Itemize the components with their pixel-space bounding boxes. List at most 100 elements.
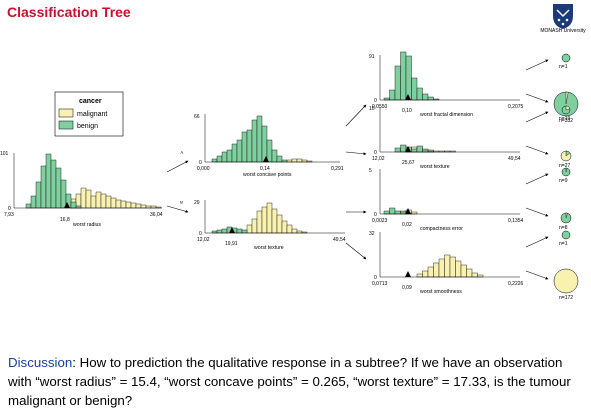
leaf-count-label: n=1 xyxy=(559,241,568,247)
node-right-xmin: 12,02 xyxy=(197,237,210,243)
leaf-ymin: 0 xyxy=(374,98,377,104)
histogram-bar-benign xyxy=(211,158,218,163)
legend-title: cancer xyxy=(79,98,102,105)
root-node-histogram: 101 0 7,93 36,04 16,8 worst radius xyxy=(0,151,163,228)
leaf-split-value: 0,09 xyxy=(402,285,412,291)
leaf-xmax: 0,2226 xyxy=(508,281,524,287)
histogram-bar-malignant xyxy=(130,202,137,209)
root-xmin: 7,93 xyxy=(4,212,14,218)
leaf-xmin: 12,02 xyxy=(372,156,385,162)
histogram-bar-benign xyxy=(411,77,418,101)
node-right-ymin: 0 xyxy=(199,231,202,237)
histogram-bar-malignant xyxy=(281,220,288,234)
histogram-bar-malignant xyxy=(444,254,451,278)
histogram-bar-malignant xyxy=(246,224,253,234)
leaf-pie xyxy=(561,230,571,240)
histogram-bar-malignant xyxy=(286,224,293,234)
histogram-bar-benign xyxy=(231,143,238,163)
histogram-bar-malignant xyxy=(411,211,418,215)
histogram-bar-benign xyxy=(70,201,77,209)
leaf-split-marker xyxy=(405,271,411,277)
leaf-node-histogram: 10 012,02 49,54 25,67 worst texture n=19 n=27 xyxy=(369,105,572,170)
leaf-xmin: 0,0713 xyxy=(372,281,388,287)
histogram-bar-benign xyxy=(400,51,407,101)
leaf-pie-slice xyxy=(565,150,571,157)
histogram-bar-malignant xyxy=(422,270,429,278)
leaf-split-marker xyxy=(405,208,411,214)
node-left-ymin: 0 xyxy=(199,160,202,166)
node-worst-texture: ≥ 29 0 12,02 49,54 19,91 worst texture xyxy=(178,200,346,251)
histogram-bar-benign xyxy=(226,149,233,163)
node-left-xlabel: worst concave points xyxy=(243,172,292,178)
leaf-ymin: 0 xyxy=(374,275,377,281)
logo-text: MONASH University xyxy=(540,28,586,34)
leaf-ymax: 91 xyxy=(369,54,375,60)
leaf-count-label: n=8 xyxy=(559,225,568,231)
histogram-bar-malignant xyxy=(276,214,283,234)
leaf-count-label: n=1 xyxy=(559,64,568,70)
histogram-bar-benign xyxy=(216,155,223,163)
leaf-ymax: 32 xyxy=(369,231,375,237)
histogram-bar-malignant xyxy=(90,195,97,209)
legend: cancer malignant benign xyxy=(54,91,124,137)
histogram-bar-malignant xyxy=(427,266,434,278)
histogram-bar-malignant xyxy=(105,195,112,209)
histogram-bar-benign xyxy=(394,210,401,215)
leaf-pie xyxy=(553,268,579,294)
histogram-bar-malignant xyxy=(145,205,152,209)
histogram-bar-benign xyxy=(221,228,228,234)
histogram-bar-benign xyxy=(35,181,42,209)
leaf-node-histogram: 5 00,0023 0,1354 0,02 compactness error n=9 n=… xyxy=(369,167,572,232)
histogram-bar-benign xyxy=(40,165,47,209)
histogram-bar-benign xyxy=(45,153,52,209)
leaf-ymax: 5 xyxy=(369,168,372,174)
root-ymin: 0 xyxy=(8,206,11,212)
leaf-xlabel: compactness error xyxy=(420,226,463,232)
tree-figure: cancer malignant benign 101 0 7,93 36,04… xyxy=(0,51,579,301)
histogram-bar-malignant xyxy=(110,197,117,209)
histogram-bar-benign xyxy=(246,129,253,163)
root-xlabel: worst radius xyxy=(73,222,101,228)
node-worst-concave-points: < 66 0 0,000 0,291 0,14 worst concave po… xyxy=(178,114,344,178)
histogram-bar-benign xyxy=(236,228,243,234)
histogram-bar-malignant xyxy=(80,187,87,209)
histogram-bar-malignant xyxy=(256,210,263,234)
histogram-bar-benign xyxy=(221,151,228,163)
histogram-bar-benign xyxy=(416,87,423,101)
histogram-bar-benign xyxy=(427,96,434,101)
histogram-bar-malignant xyxy=(115,199,122,209)
histogram-bar-malignant xyxy=(266,202,273,234)
histogram-bar-malignant xyxy=(433,262,440,278)
node-left-ymax: 66 xyxy=(194,114,200,120)
histogram-bar-benign xyxy=(60,179,67,209)
histogram-bar-benign xyxy=(236,139,243,163)
node-right-operator: ≥ xyxy=(178,201,184,204)
histogram-bar-benign xyxy=(266,139,273,163)
histogram-bar-benign xyxy=(422,149,429,153)
discussion-body: : How to prediction the qualitative resp… xyxy=(8,355,571,408)
node-left-operator: < xyxy=(178,151,184,154)
leaf-split-value: 25,67 xyxy=(402,160,415,166)
histogram-bar-malignant xyxy=(466,268,473,278)
legend-label-malignant: malignant xyxy=(77,111,107,118)
histogram-bar-malignant xyxy=(135,203,142,209)
histogram-bar-benign xyxy=(394,65,401,101)
leaf-pie-slice xyxy=(565,91,569,105)
histogram-bar-benign xyxy=(25,203,32,209)
histogram-bar-malignant xyxy=(100,193,107,209)
histogram-bar-malignant xyxy=(438,258,445,278)
histogram-bar-malignant xyxy=(120,200,127,209)
node-left-split-value: 0,14 xyxy=(260,166,270,172)
histogram-bar-malignant xyxy=(460,264,467,278)
histogram-bar-benign xyxy=(211,230,218,234)
histogram-bar-benign xyxy=(400,144,407,153)
histogram-bar-benign xyxy=(241,229,248,234)
leaf-pie-slice xyxy=(565,105,571,111)
histogram-bar-benign xyxy=(389,207,396,215)
histogram-bar-benign xyxy=(394,147,401,153)
node-right-split-value: 19,91 xyxy=(225,241,238,247)
leaf-count-label: n=9 xyxy=(559,178,568,184)
histogram-bar-malignant xyxy=(140,204,147,209)
histogram-bar-malignant xyxy=(449,256,456,278)
discussion-text: Discussion: How to prediction the qualit… xyxy=(8,353,588,410)
